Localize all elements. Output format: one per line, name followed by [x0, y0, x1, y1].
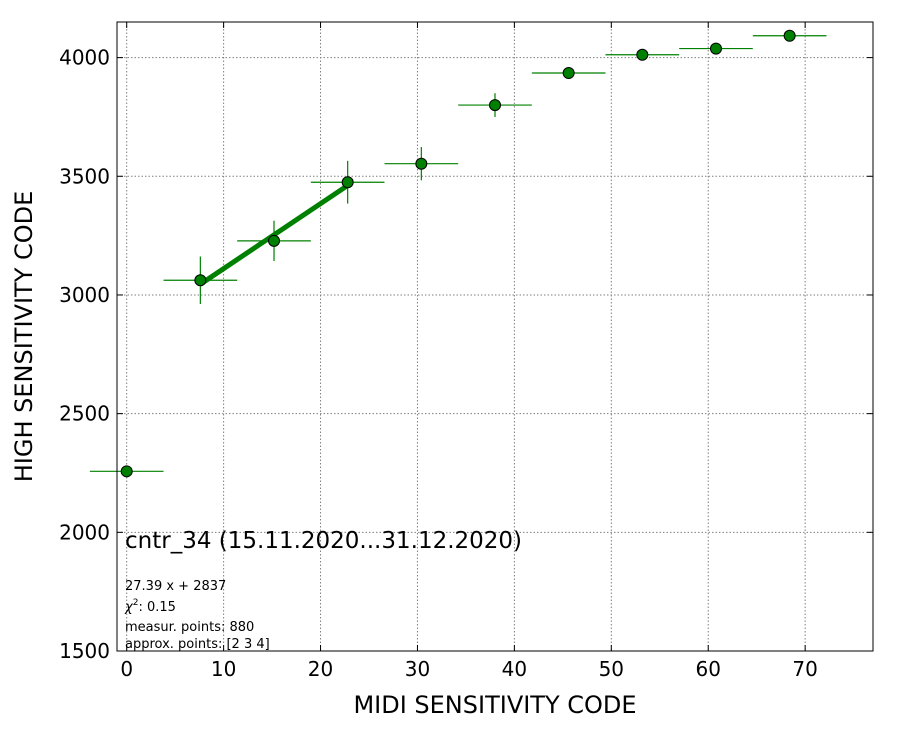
data-point	[679, 42, 753, 55]
point-marker	[341, 176, 354, 189]
chi2-line: χ2: 0.15	[124, 598, 176, 615]
data-points	[89, 29, 827, 478]
point-marker	[709, 42, 722, 55]
data-point	[752, 29, 827, 42]
y-tick-label: 3000	[59, 283, 110, 307]
data-point	[89, 465, 164, 478]
y-tick-label: 4000	[59, 46, 110, 70]
data-point	[237, 220, 311, 262]
chi2-value: : 0.15	[138, 600, 175, 615]
data-point	[605, 48, 680, 61]
data-point	[531, 67, 606, 80]
x-tick-label: 20	[308, 657, 333, 681]
point-marker	[636, 48, 649, 61]
point-marker	[268, 234, 281, 247]
plot-frame	[116, 21, 874, 652]
point-marker	[415, 157, 428, 170]
point-marker	[783, 29, 796, 42]
point-marker	[562, 67, 575, 80]
y-tick-label: 2000	[59, 520, 110, 544]
chi2-exponent: 2	[133, 598, 139, 608]
annotation-title: cntr_34 (15.11.2020...31.12.2020)	[125, 528, 522, 554]
y-tick-label: 3500	[59, 164, 110, 188]
measur-points: measur. points: 880	[125, 620, 254, 635]
annotation-block: cntr_34 (15.11.2020...31.12.2020) 27.39 …	[124, 528, 522, 652]
point-marker	[120, 465, 133, 478]
y-axis-label: HIGH SENSITIVITY CODE	[10, 191, 38, 483]
y-tick-label: 1500	[59, 639, 110, 663]
data-point	[458, 93, 532, 117]
point-marker	[489, 99, 501, 112]
x-tick-label: 60	[696, 657, 721, 681]
data-point	[163, 256, 238, 304]
fit-equation: 27.39 x + 2837	[125, 579, 226, 594]
x-tick-label: 50	[599, 657, 624, 681]
x-axis-label: MIDI SENSITIVITY CODE	[353, 691, 636, 719]
x-tick-label: 10	[211, 657, 236, 681]
data-point	[384, 147, 459, 181]
y-tick-label: 2500	[59, 402, 110, 426]
chi2-symbol: χ	[124, 600, 134, 615]
tick-labels: 0 10 20 30 40 50 60 70 1500 2000 2500 3000 3500 4000	[59, 46, 818, 681]
x-tick-label: 30	[405, 657, 430, 681]
approx-points: approx. points: [2 3 4]	[125, 637, 270, 652]
data-point	[310, 160, 385, 204]
point-marker	[194, 274, 207, 287]
x-tick-label: 40	[502, 657, 527, 681]
axis-ticks	[117, 22, 873, 652]
x-tick-label: 0	[120, 657, 133, 681]
x-tick-label: 70	[792, 657, 817, 681]
